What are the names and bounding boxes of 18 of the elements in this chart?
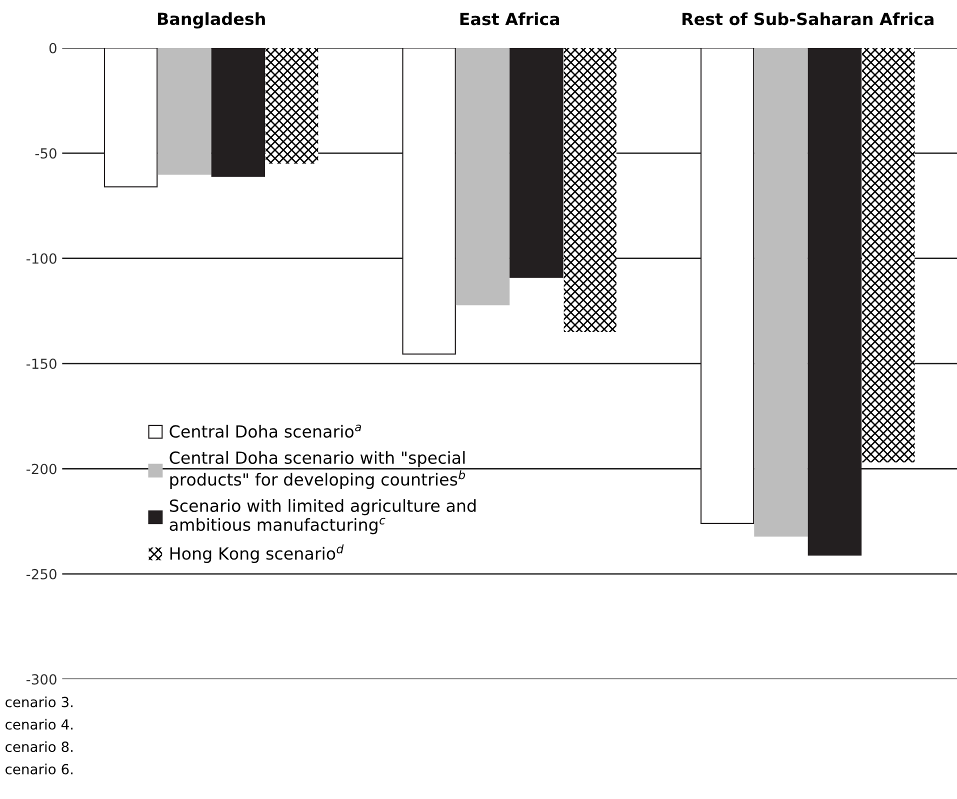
y-tick-label: -250 <box>26 568 56 580</box>
y-tick-label: -50 <box>35 148 56 159</box>
x-tick-label: Rest of Sub-Saharan Africa <box>682 12 934 26</box>
x-tick-label: East Africa <box>460 12 560 26</box>
legend-label: Central Doha scenario with "special products" for developing countries$^{b}$ <box>170 451 465 489</box>
text: cenario 3. <box>6 696 73 708</box>
y-tick-label: 0 <box>49 42 56 54</box>
x-tick-label: Bangladesh <box>158 12 265 28</box>
legend-label: Central Doha scenario$^{a}$ <box>170 424 361 438</box>
y-tick-label: -100 <box>26 253 56 264</box>
y-tick-label: -150 <box>26 358 56 370</box>
legend-label: Scenario with limited agriculture and ambitious manufacturing$^{c}$ <box>170 499 476 534</box>
text: cenario 8. <box>6 741 73 752</box>
y-tick-label: -200 <box>26 464 56 474</box>
y-tick-label: -300 <box>26 674 56 685</box>
text: cenario 6. <box>6 764 73 774</box>
legend-label: Hong Kong scenario$^{d}$ <box>170 544 344 564</box>
text: cenario 4. <box>6 718 73 730</box>
